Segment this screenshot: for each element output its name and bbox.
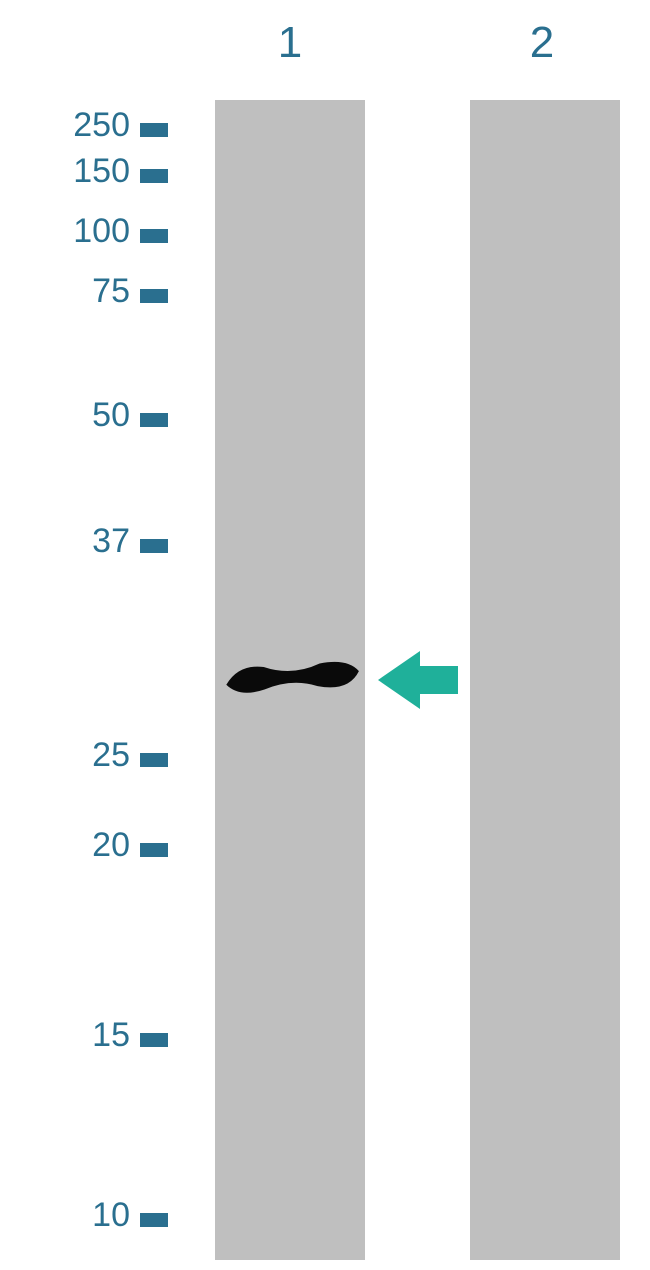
mw-marker-tick [140, 123, 168, 137]
mw-marker-label: 75 [92, 272, 130, 311]
mw-marker-tick [140, 1213, 168, 1227]
band-indicator-arrow [378, 651, 458, 709]
mw-marker-label: 150 [73, 152, 130, 191]
mw-marker-tick [140, 1033, 168, 1047]
lane-header-label: 2 [512, 18, 572, 68]
protein-band [222, 665, 362, 695]
mw-marker-label: 37 [92, 522, 130, 561]
mw-marker-tick [140, 289, 168, 303]
mw-marker-tick [140, 843, 168, 857]
mw-marker-label: 10 [92, 1196, 130, 1235]
mw-marker-tick [140, 413, 168, 427]
lane-header-label: 1 [260, 18, 320, 68]
mw-marker-label: 100 [73, 212, 130, 251]
mw-marker-label: 25 [92, 736, 130, 775]
mw-marker-tick [140, 539, 168, 553]
mw-marker-tick [140, 169, 168, 183]
mw-marker-tick [140, 753, 168, 767]
blot-lane [470, 100, 620, 1260]
mw-marker-label: 250 [73, 106, 130, 145]
mw-marker-label: 20 [92, 826, 130, 865]
mw-marker-label: 50 [92, 396, 130, 435]
blot-figure: 1 2 250 150 100 75 50 37 25 20 15 10 [0, 0, 650, 1270]
mw-marker-tick [140, 229, 168, 243]
mw-marker-label: 15 [92, 1016, 130, 1055]
